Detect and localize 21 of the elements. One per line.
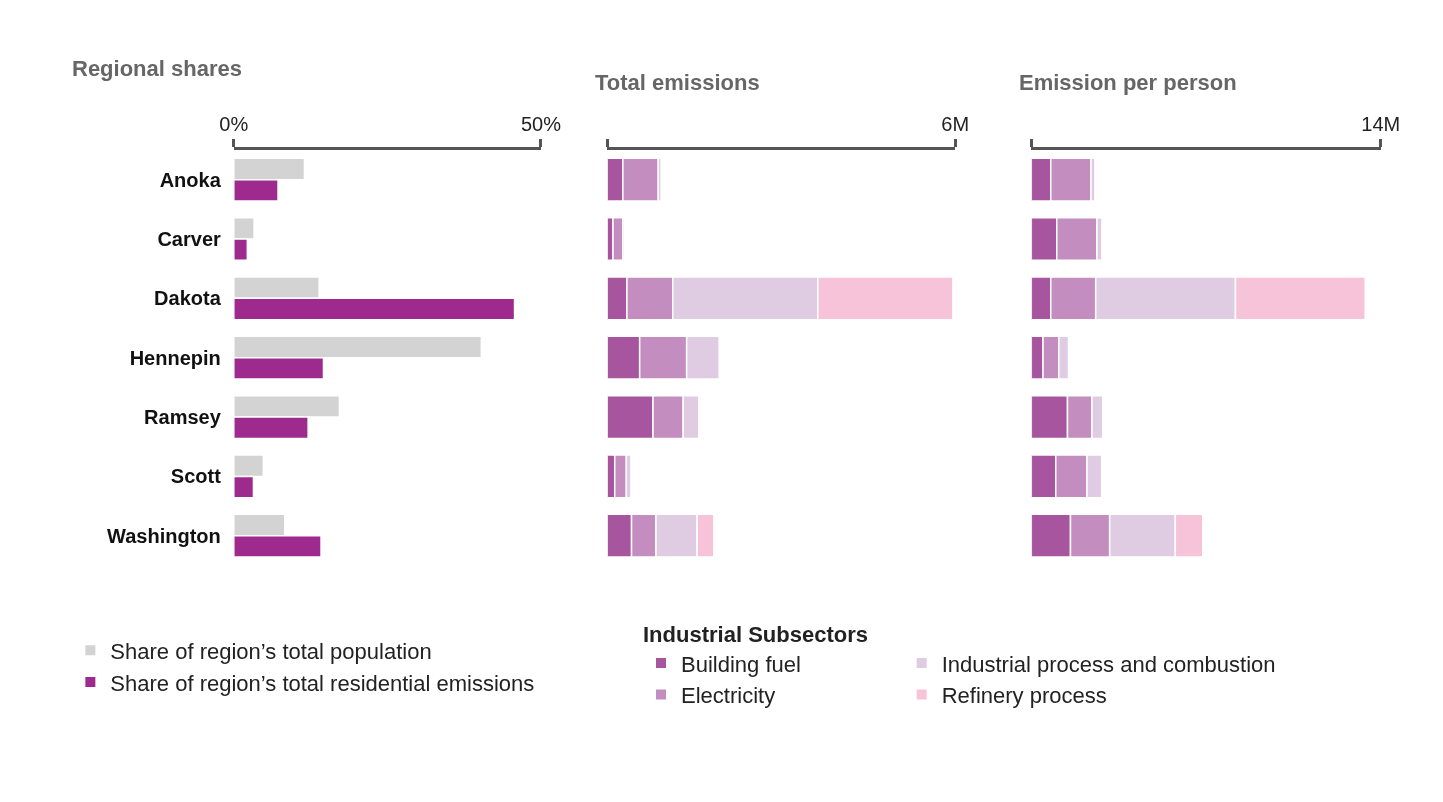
- legend-title: Industrial Subsectors: [643, 622, 868, 648]
- legend-label: Share of region’s total population: [110, 638, 432, 664]
- x-tick-label: 50%: [520, 113, 562, 136]
- legend-label: Share of region’s total residential emissions: [110, 670, 535, 696]
- x-tick-label: 0%: [219, 113, 249, 136]
- legend-label: Electricity: [681, 683, 776, 709]
- chart-title: Emission per person: [1019, 70, 1237, 95]
- x-tick-label: 6M: [941, 113, 970, 136]
- x-tick-label: 14M: [1361, 113, 1401, 136]
- chart-title: Total emissions: [595, 70, 760, 95]
- y-tick-label: Scott: [170, 465, 222, 488]
- legend-label: Refinery process: [941, 683, 1107, 709]
- legend-label: Industrial process and combustion: [941, 651, 1276, 677]
- y-tick-label: Dakota: [154, 287, 222, 310]
- legend-label: Building fuel: [681, 651, 801, 677]
- y-tick-label: Anoka: [159, 168, 222, 191]
- chart-title: Regional shares: [72, 56, 242, 81]
- y-tick-label: Hennepin: [129, 346, 221, 369]
- y-tick-label: Ramsey: [144, 406, 222, 429]
- y-tick-label: Washington: [107, 524, 221, 547]
- y-tick-label: Carver: [157, 227, 222, 250]
